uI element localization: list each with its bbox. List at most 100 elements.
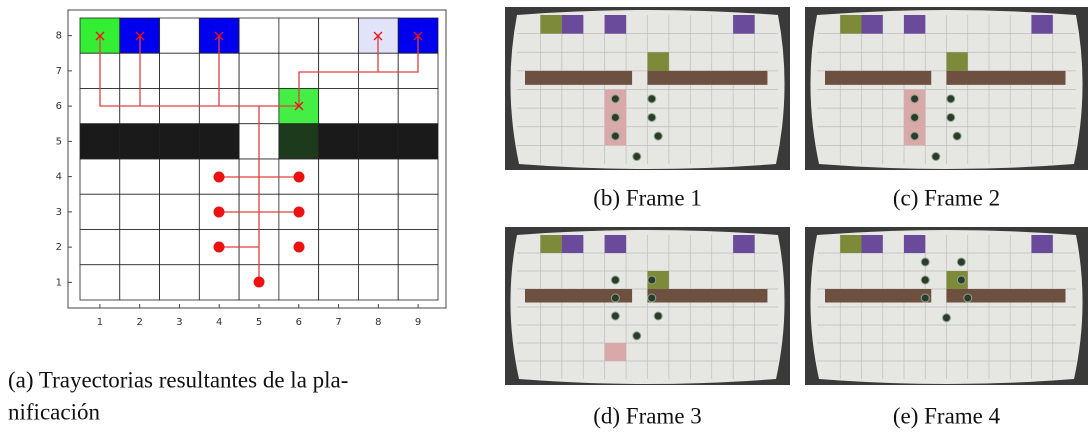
tile <box>540 15 561 34</box>
grid-cell <box>398 159 438 194</box>
y-tick-label: 6 <box>56 101 62 112</box>
robot-photo <box>648 113 656 121</box>
y-tick-label: 7 <box>56 66 62 77</box>
grid-cell <box>319 89 359 124</box>
tile <box>840 235 861 253</box>
caption: nificación <box>8 399 100 424</box>
tile <box>904 235 925 253</box>
wall <box>525 71 632 85</box>
robot-photo <box>654 312 662 320</box>
grid-cell <box>160 265 200 300</box>
frame-photo: (c) Frame 2 <box>805 7 1088 210</box>
robot-photo <box>633 332 641 340</box>
frame-photo: (e) Frame 4 <box>805 227 1088 428</box>
grid-cell <box>80 230 120 265</box>
wall <box>947 71 1066 85</box>
tile <box>605 15 626 34</box>
x-tick-label: 2 <box>136 317 142 328</box>
robot <box>214 172 225 183</box>
x-tick-label: 9 <box>415 317 421 328</box>
tile <box>947 52 968 71</box>
frame-caption: (e) Frame 4 <box>893 403 1001 428</box>
grid-cell <box>239 18 279 53</box>
tile <box>1032 235 1053 253</box>
robot-photo <box>611 132 619 140</box>
robot-photo <box>648 276 656 284</box>
y-tick-label: 2 <box>56 242 62 253</box>
grid-cell <box>160 53 200 88</box>
robot-photo <box>648 294 656 302</box>
y-tick-label: 5 <box>56 136 62 147</box>
tile <box>904 15 925 34</box>
y-tick-label: 1 <box>56 277 62 288</box>
grid-cell <box>120 230 160 265</box>
robot-photo <box>953 132 961 140</box>
frame-caption: (d) Frame 3 <box>593 403 702 428</box>
grid-cell <box>358 124 398 159</box>
robot-photo <box>611 95 619 103</box>
tile <box>862 235 883 253</box>
robot-photo <box>911 132 919 140</box>
tile <box>840 15 861 34</box>
grid-cell <box>319 124 359 159</box>
robot <box>214 242 225 253</box>
grid-cell <box>398 89 438 124</box>
frame-photo: (b) Frame 1 <box>505 7 790 210</box>
robot <box>294 172 305 183</box>
grid-cell <box>279 18 319 53</box>
robot-photo <box>633 153 641 161</box>
tile <box>733 15 754 34</box>
grid-cell <box>199 265 239 300</box>
grid-cell <box>80 124 120 159</box>
grid-cell <box>358 194 398 229</box>
y-tick-label: 4 <box>56 172 62 183</box>
caption: (a) Trayectorias resultantes de la pla- <box>8 367 348 392</box>
grid-cell <box>160 18 200 53</box>
robot-photo <box>947 95 955 103</box>
grid-cell <box>398 194 438 229</box>
y-tick-label: 3 <box>56 207 62 218</box>
grid-cell <box>358 230 398 265</box>
tile <box>562 235 583 253</box>
robot-photo <box>921 276 929 284</box>
robot-photo <box>947 113 955 121</box>
grid-cell <box>80 265 120 300</box>
grid-cell <box>80 159 120 194</box>
tile <box>862 15 883 34</box>
grid-cell <box>120 194 160 229</box>
frame-caption: (c) Frame 2 <box>893 185 1000 210</box>
grid-cell <box>358 159 398 194</box>
robot-photo <box>611 113 619 121</box>
grid-cell <box>199 124 239 159</box>
robot-photo <box>911 113 919 121</box>
y-tick-label: 8 <box>56 31 62 42</box>
robot-photo <box>921 258 929 266</box>
grid-cell <box>160 124 200 159</box>
robot-photo <box>932 153 940 161</box>
robot <box>294 242 305 253</box>
x-tick-label: 4 <box>216 317 222 328</box>
robot-photo <box>964 294 972 302</box>
robot <box>214 207 225 218</box>
frame-caption: (b) Frame 1 <box>593 185 702 210</box>
robot <box>294 207 305 218</box>
tile <box>648 52 669 71</box>
robot-photo <box>611 294 619 302</box>
grid-cell <box>398 265 438 300</box>
grid-cell <box>398 124 438 159</box>
robot-photo <box>611 312 619 320</box>
robot-photo <box>654 132 662 140</box>
wall <box>825 289 931 303</box>
robot-photo <box>943 314 951 322</box>
tile <box>540 235 561 253</box>
grid-cell <box>319 230 359 265</box>
tile <box>562 15 583 34</box>
robot-photo <box>921 294 929 302</box>
x-tick-label: 6 <box>296 317 302 328</box>
wall <box>648 71 768 85</box>
grid-cell <box>358 265 398 300</box>
grid-cell <box>160 194 200 229</box>
grid-cell <box>319 194 359 229</box>
grid-cell <box>279 265 319 300</box>
grid-cell <box>120 124 160 159</box>
